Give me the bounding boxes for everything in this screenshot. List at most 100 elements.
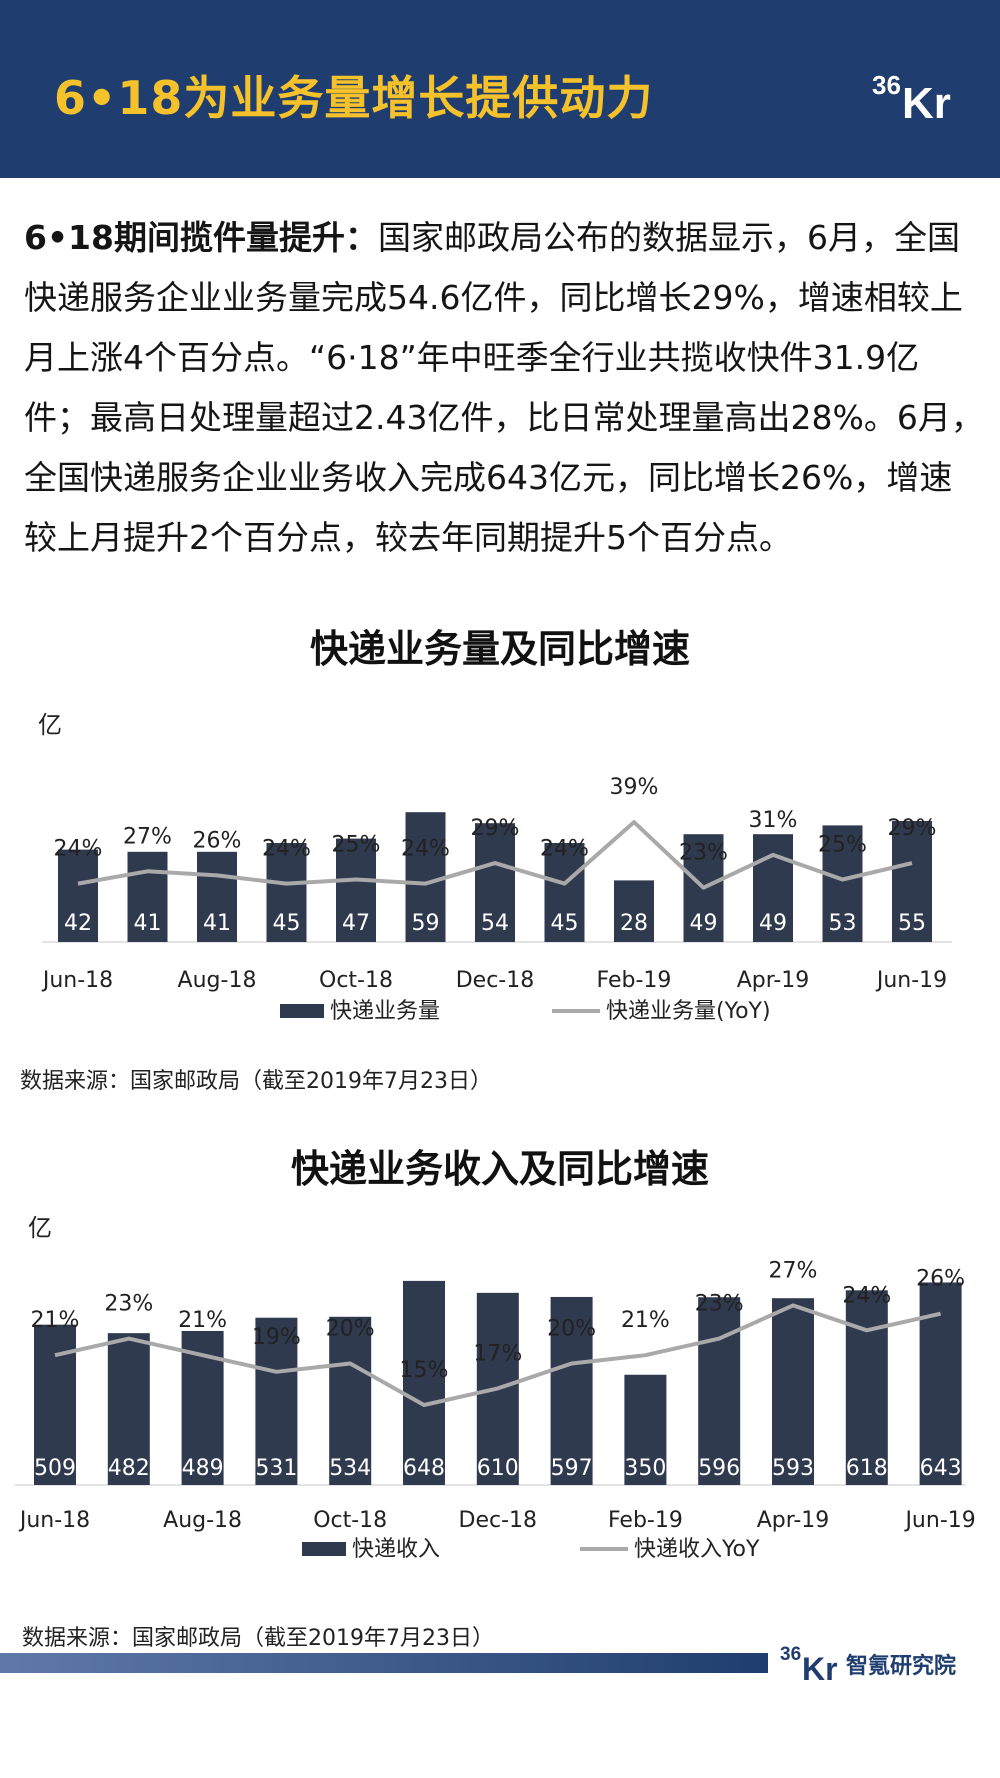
bar-May-19 xyxy=(845,1290,888,1485)
chart2-unit-label: 亿 xyxy=(28,1214,52,1242)
bar-value-label: 531 xyxy=(255,1456,297,1481)
bar-value-label: 534 xyxy=(329,1456,371,1481)
chart2-source: 数据来源：国家邮政局（截至2019年7月23日） xyxy=(22,1626,494,1651)
x-tick-label: Jun-19 xyxy=(875,968,947,993)
bar-Jul-18 xyxy=(107,1333,150,1485)
chart2-svg: 509 482 489 531 534 648 610 597 350 596 593 618 643 2… xyxy=(15,1258,976,1560)
bar-value-label: 42 xyxy=(64,911,92,936)
intro-paragraph: 6•18期间揽件量提升：国家邮政局公布的数据显示，6月，全国快递服务企业业务量完… xyxy=(24,208,984,568)
bar-value-label: 509 xyxy=(34,1456,76,1481)
yoy-label: 24% xyxy=(540,837,589,862)
legend-bar-swatch xyxy=(302,1542,346,1556)
yoy-label: 26% xyxy=(916,1267,965,1292)
yoy-label: 25% xyxy=(818,833,867,858)
chart1-svg: 42 41 41 45 47 59 54 45 28 49 49 53 55 24% 27% 26% 24% 25… xyxy=(41,775,952,1024)
page-title: 6•18为业务量增长提供动力 xyxy=(54,71,654,125)
x-tick-label: Jun-19 xyxy=(903,1508,975,1533)
bar-value-label: 53 xyxy=(829,911,857,936)
legend-line-label: 快递业务量(YoY) xyxy=(606,999,771,1024)
bar-value-label: 28 xyxy=(620,911,648,936)
yoy-line xyxy=(54,1303,942,1407)
bar-value-label: 41 xyxy=(203,911,231,936)
yoy-label: 21% xyxy=(31,1308,80,1333)
intro-body: 国家邮政局公布的数据显示，6月，全国快递服务企业业务量完成54.6亿件，同比增长… xyxy=(24,218,984,557)
logo-36kr: 36 Kr xyxy=(872,70,951,126)
bar-Oct-18 xyxy=(336,838,376,942)
bar-value-label: 55 xyxy=(898,911,926,936)
yoy-label: 39% xyxy=(610,775,659,800)
footer-bar xyxy=(0,1653,768,1673)
yoy-label: 24% xyxy=(262,837,311,862)
yoy-label: 23% xyxy=(104,1292,153,1317)
bar-value-label: 45 xyxy=(273,911,301,936)
bar-value-label: 593 xyxy=(772,1456,814,1481)
bar-Feb-19 xyxy=(614,880,654,942)
bar-value-label: 648 xyxy=(403,1456,445,1481)
bar-value-label: 489 xyxy=(182,1456,224,1481)
bar-Apr-19 xyxy=(753,834,793,942)
legend-line-label: 快递收入YoY xyxy=(634,1537,760,1560)
bar-value-label: 59 xyxy=(412,911,440,936)
bar-Feb-19 xyxy=(624,1374,667,1485)
footer-brand: 智氪研究院 xyxy=(846,1654,957,1679)
yoy-label: 23% xyxy=(695,1292,744,1317)
x-tick-label: Aug-18 xyxy=(163,1508,242,1533)
bar-Mar-19 xyxy=(698,1297,741,1485)
x-tick-label: Aug-18 xyxy=(178,968,257,993)
bar-Nov-18 xyxy=(403,1280,445,1485)
yoy-label: 21% xyxy=(178,1308,227,1333)
bar-Dec-18 xyxy=(475,823,515,942)
bar-Jun-18 xyxy=(58,849,98,942)
yoy-label: 29% xyxy=(471,816,520,841)
bar-value-label: 610 xyxy=(477,1456,519,1481)
yoy-label: 24% xyxy=(842,1283,891,1308)
bar-Nov-18 xyxy=(405,812,446,942)
yoy-label: 15% xyxy=(400,1358,449,1383)
legend-bar-swatch xyxy=(280,1004,324,1018)
bar-value-label: 47 xyxy=(342,911,370,936)
yoy-label: 20% xyxy=(547,1317,596,1342)
x-tick-label: Apr-19 xyxy=(737,968,810,993)
x-tick-label: Dec-18 xyxy=(456,968,535,993)
bar-Apr-19 xyxy=(772,1298,814,1485)
yoy-label: 25% xyxy=(332,833,381,858)
bar-Jan-19 xyxy=(550,1296,593,1485)
x-tick-label: Jun-18 xyxy=(18,1508,90,1533)
yoy-label: 17% xyxy=(473,1341,522,1366)
footer-logo-36-text: 36 xyxy=(780,1644,801,1665)
yoy-label: 27% xyxy=(769,1258,818,1283)
bar-Jul-18 xyxy=(127,851,168,942)
x-tick-label: Apr-19 xyxy=(757,1508,830,1533)
chart1-source: 数据来源：国家邮政局（截至2019年7月23日） xyxy=(20,1069,492,1094)
bar-Jun-19 xyxy=(892,821,932,942)
yoy-line xyxy=(77,820,913,890)
yoy-label: 27% xyxy=(123,824,172,849)
bar-Jan-19 xyxy=(544,843,585,942)
footer-logo-kr-text: Kr xyxy=(802,1651,838,1684)
x-tick-label: Jun-18 xyxy=(41,968,113,993)
bar-value-label: 41 xyxy=(134,911,162,936)
yoy-label: 21% xyxy=(621,1308,670,1333)
chart1-title: 快递业务量及同比增速 xyxy=(309,627,690,671)
bar-Jun-19 xyxy=(919,1282,962,1485)
header-banner: 6•18为业务量增长提供动力 36 Kr xyxy=(0,0,1000,178)
bar-value-label: 643 xyxy=(920,1456,962,1481)
logo-36-text: 36 xyxy=(872,70,901,100)
yoy-label: 26% xyxy=(193,828,242,853)
bar-value-label: 49 xyxy=(690,911,718,936)
yoy-label: 29% xyxy=(888,816,937,841)
bar-value-label: 618 xyxy=(846,1456,888,1481)
chart2-title: 快递业务收入及同比增速 xyxy=(290,1147,709,1191)
x-tick-label: Feb-19 xyxy=(608,1508,683,1533)
x-tick-label: Dec-18 xyxy=(459,1508,538,1533)
bar-value-label: 482 xyxy=(108,1456,150,1481)
yoy-label: 19% xyxy=(252,1325,301,1350)
yoy-label: 24% xyxy=(54,837,103,862)
yoy-label: 23% xyxy=(679,841,728,866)
bar-value-label: 350 xyxy=(624,1456,666,1481)
bar-value-label: 597 xyxy=(551,1456,593,1481)
chart1-unit-label: 亿 xyxy=(38,711,62,739)
bar-Aug-18 xyxy=(197,851,237,942)
bar-value-label: 49 xyxy=(759,911,787,936)
bar-Sep-18 xyxy=(255,1317,298,1485)
